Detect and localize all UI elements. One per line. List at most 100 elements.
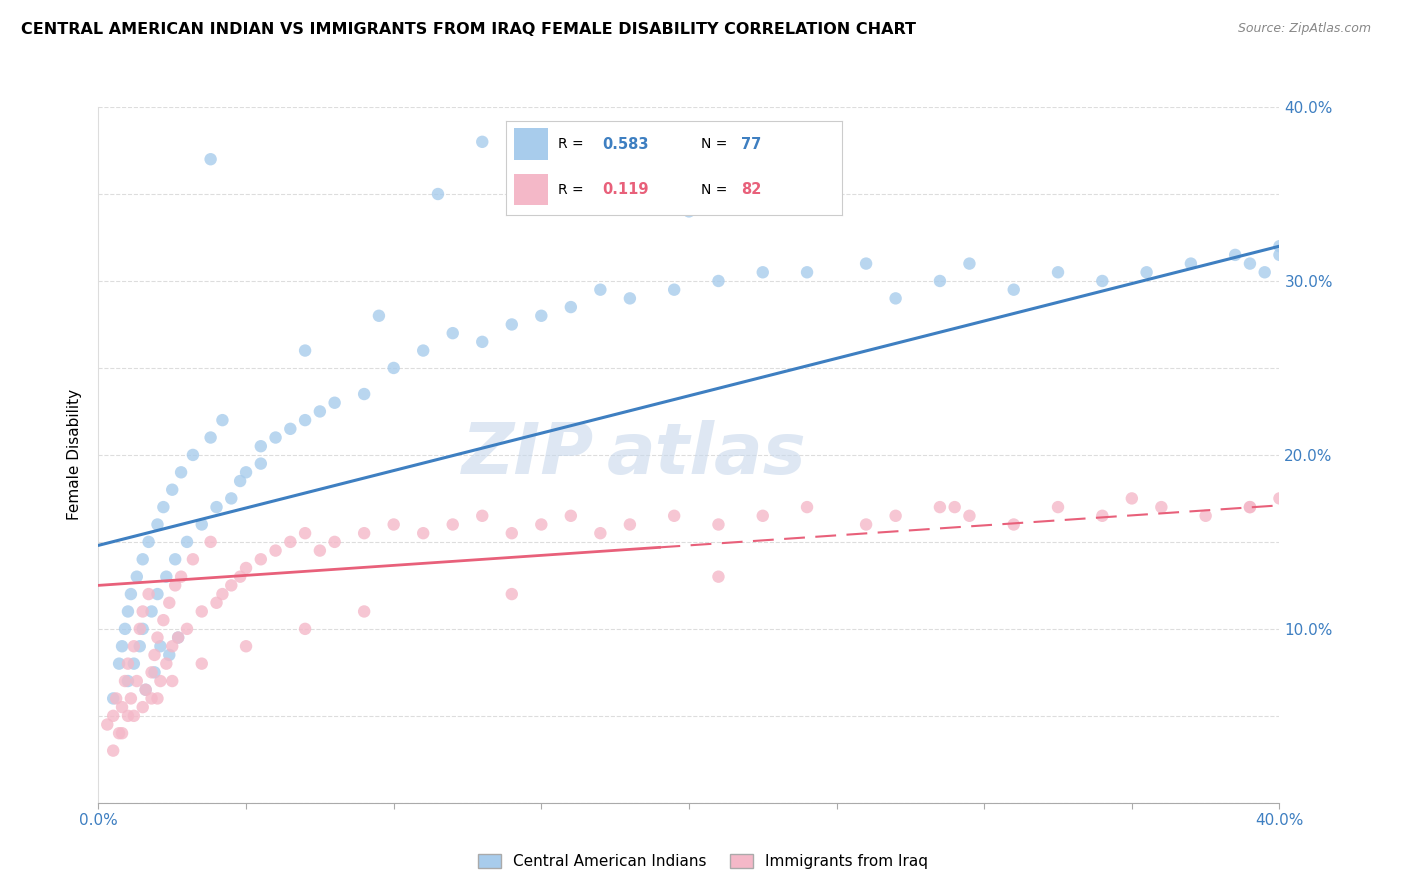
Point [219,491,242,506]
Point [1002,283,1025,297]
Point [143,648,166,662]
Text: CENTRAL AMERICAN INDIAN VS IMMIGRANTS FROM IRAQ FEMALE DISABILITY CORRELATION CH: CENTRAL AMERICAN INDIAN VS IMMIGRANTS FR… [21,22,917,37]
Point [471,508,494,523]
Y-axis label: Female Disability: Female Disability [67,389,83,521]
Point [128,639,150,653]
Point [132,622,155,636]
Point [200,431,222,445]
Point [157,648,180,662]
Point [117,708,139,723]
Point [959,508,981,523]
Point [884,508,907,523]
Point [128,622,150,636]
Point [441,326,464,340]
Point [165,578,187,592]
Point [278,422,302,436]
Point [108,726,131,740]
Point [117,674,139,689]
Point [191,517,214,532]
Point [707,517,730,532]
Point [117,605,139,619]
Point [1239,500,1261,514]
Point [1135,265,1157,279]
Point [353,387,375,401]
Point [278,534,302,549]
Point [796,265,818,279]
Point [229,570,252,584]
Point [368,309,391,323]
Point [162,674,183,689]
Point [141,665,163,680]
Point [707,570,730,584]
Point [589,526,612,541]
Point [1121,491,1143,506]
Point [111,726,134,740]
Point [250,457,273,471]
Point [103,691,125,706]
Point [149,639,172,653]
Point [1239,256,1261,270]
Point [96,717,118,731]
Point [132,552,155,566]
Point [114,674,136,689]
Text: ZIP: ZIP [463,420,595,490]
Point [111,700,134,714]
Point [200,152,222,166]
Point [294,413,316,427]
Point [707,274,730,288]
Point [678,204,700,219]
Point [122,639,145,653]
Point [132,700,155,714]
Point [138,534,160,549]
Point [181,448,204,462]
Point [138,587,160,601]
Point [250,552,273,566]
Point [165,552,187,566]
Point [200,534,222,549]
Point [167,631,190,645]
Point [167,631,190,645]
Point [122,708,145,723]
Point [560,300,582,314]
Point [146,691,169,706]
Point [135,682,157,697]
Point [530,517,553,532]
Point [105,691,128,706]
Point [1254,265,1277,279]
Point [619,291,641,305]
Point [1150,500,1173,514]
Point [1046,500,1069,514]
Point [108,657,131,671]
Point [235,561,257,575]
Point [589,283,612,297]
Point [353,605,375,619]
Point [1239,500,1261,514]
Point [176,622,198,636]
Point [1091,508,1114,523]
Point [855,256,877,270]
Point [1046,265,1069,279]
Point [294,526,316,541]
Point [125,674,148,689]
Point [309,404,332,418]
Legend: Central American Indians, Immigrants from Iraq: Central American Indians, Immigrants fro… [472,848,934,875]
Point [796,500,818,514]
Point [294,622,316,636]
Point [114,622,136,636]
Point [211,587,233,601]
Point [1180,256,1202,270]
Point [382,517,405,532]
Point [501,318,523,332]
Point [751,508,773,523]
Point [146,631,169,645]
Text: atlas: atlas [606,420,806,490]
Point [205,596,228,610]
Point [235,639,257,653]
Point [412,526,434,541]
Point [111,639,134,653]
Point [152,613,174,627]
Point [825,144,848,158]
Point [141,605,163,619]
Point [132,605,155,619]
Point [176,534,198,549]
